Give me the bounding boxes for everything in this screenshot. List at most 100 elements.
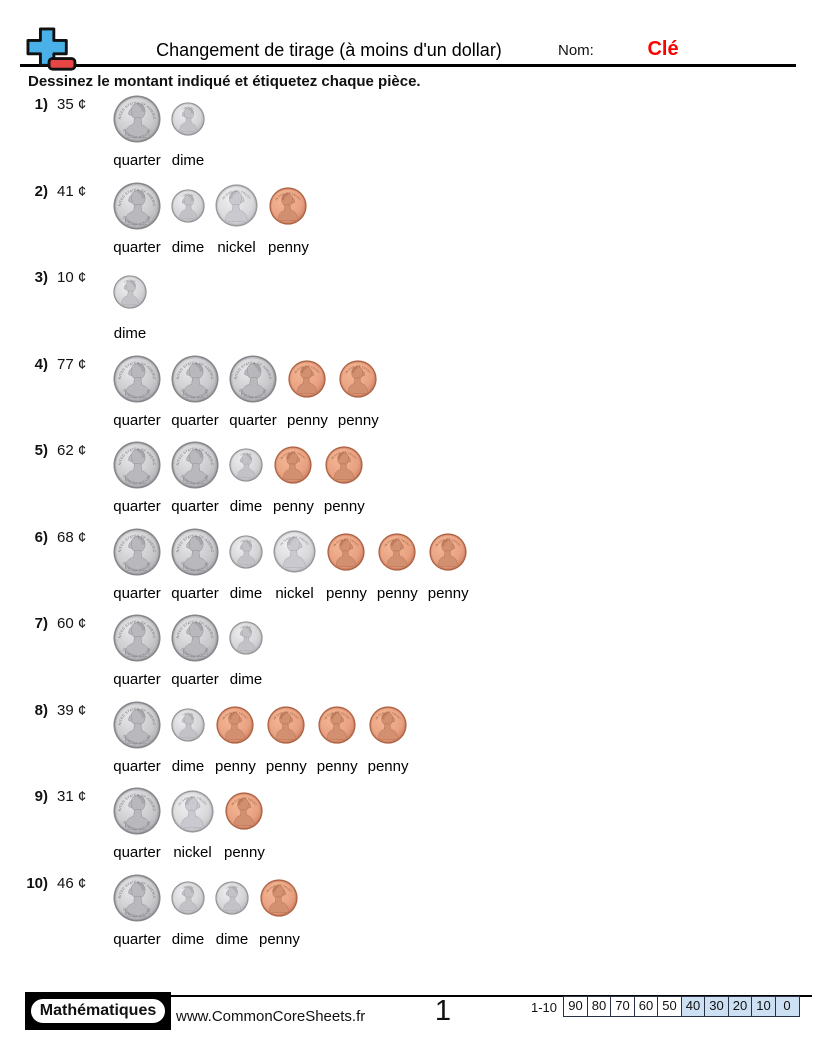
coin-cell: LIBERTY dime bbox=[171, 180, 205, 258]
coin-cell: IN GOD WE TRUST nickel bbox=[215, 180, 258, 258]
problem-row: 3) 10 ¢ LIBERTY dime bbox=[18, 266, 816, 344]
coin-penny-icon: IN GOD WE TRUST bbox=[288, 359, 327, 398]
coin-group: UNITED STATES OF AMERICAQUARTER DOLLAR qu… bbox=[113, 180, 309, 258]
problem-number: 4) bbox=[34, 355, 48, 373]
coin-image: IN GOD WE TRUST bbox=[339, 353, 377, 405]
coin-image: LIBERTY bbox=[171, 872, 205, 924]
coin-cell: LIBERTY dime bbox=[229, 439, 263, 517]
problem-head: 8) 39 ¢ bbox=[18, 699, 113, 719]
coin-label: quarter bbox=[229, 411, 277, 429]
score-cell: 0 bbox=[774, 996, 800, 1017]
problem-number: 5) bbox=[34, 442, 48, 459]
svg-text:LIBERTY: LIBERTY bbox=[240, 452, 253, 456]
coin-label: nickel bbox=[275, 584, 314, 602]
coin-cell: UNITED STATES OF AMERICAQUARTER DOLLAR qu… bbox=[113, 93, 161, 171]
amount-label: 60 ¢ bbox=[57, 615, 87, 632]
coin-image: IN GOD WE TRUST bbox=[327, 526, 366, 578]
coin-penny-icon: IN GOD WE TRUST bbox=[274, 446, 313, 484]
coin-dime-icon: LIBERTY bbox=[229, 621, 263, 655]
instructions-text: Dessinez le montant indiqué et étiquetez… bbox=[28, 73, 421, 90]
coin-image: LIBERTY bbox=[229, 526, 263, 578]
coin-label: quarter bbox=[113, 584, 161, 602]
footer-divider bbox=[25, 995, 812, 997]
coin-cell: LIBERTY dime bbox=[229, 612, 263, 690]
coin-nickel-icon: IN GOD WE TRUST bbox=[171, 789, 214, 833]
coin-cell: LIBERTY dime bbox=[215, 872, 249, 950]
coin-cell: LIBERTY dime bbox=[229, 526, 263, 604]
coin-image: UNITED STATES OF AMERICAQUARTER DOLLAR bbox=[113, 699, 161, 751]
coin-quarter-icon: UNITED STATES OF AMERICAQUARTER DOLLAR bbox=[171, 614, 219, 662]
coin-cell: IN GOD WE TRUST penny bbox=[215, 699, 256, 777]
coin-dime-icon: LIBERTY bbox=[215, 880, 249, 915]
coin-label: nickel bbox=[173, 844, 212, 861]
score-cell: 90 bbox=[563, 996, 588, 1017]
problem-row: 9) 31 ¢ UNITED STATES OF AMERICAQUARTER … bbox=[18, 785, 816, 863]
problem-head: 5) 62 ¢ bbox=[18, 439, 113, 459]
coin-label: dime bbox=[171, 930, 205, 948]
coin-label: penny bbox=[287, 411, 328, 429]
problem-number: 9) bbox=[34, 788, 48, 805]
coin-penny-icon: IN GOD WE TRUST bbox=[318, 705, 356, 744]
coin-penny-icon: IN GOD WE TRUST bbox=[378, 532, 416, 571]
coin-label: quarter bbox=[171, 671, 219, 688]
coin-image: UNITED STATES OF AMERICAQUARTER DOLLAR bbox=[113, 180, 161, 232]
coin-group: UNITED STATES OF AMERICAQUARTER DOLLAR qu… bbox=[113, 872, 300, 950]
coin-image: IN GOD WE TRUST bbox=[267, 699, 305, 751]
problem-number: 1) bbox=[34, 96, 48, 113]
amount-label: 68 ¢ bbox=[57, 528, 87, 546]
coin-quarter-icon: UNITED STATES OF AMERICAQUARTER DOLLAR bbox=[113, 701, 161, 749]
coin-image: IN GOD WE TRUST bbox=[369, 699, 407, 751]
svg-text:LIBERTY: LIBERTY bbox=[182, 106, 195, 110]
coin-label: quarter bbox=[171, 498, 219, 515]
coin-nickel-icon: IN GOD WE TRUST bbox=[215, 184, 258, 227]
amount-label: 39 ¢ bbox=[57, 701, 87, 719]
coin-penny-icon: IN GOD WE TRUST bbox=[260, 878, 299, 917]
coin-quarter-icon: UNITED STATES OF AMERICAQUARTER DOLLAR bbox=[113, 441, 161, 489]
problem-head: 9) 31 ¢ bbox=[18, 785, 113, 805]
coin-penny-icon: IN GOD WE TRUST bbox=[225, 792, 264, 830]
coin-quarter-icon: UNITED STATES OF AMERICAQUARTER DOLLAR bbox=[113, 614, 161, 662]
amount-label: 31 ¢ bbox=[57, 788, 87, 805]
score-cell: 30 bbox=[704, 996, 729, 1017]
coin-dime-icon: LIBERTY bbox=[229, 448, 263, 482]
coin-label: quarter bbox=[171, 411, 219, 429]
coin-label: penny bbox=[376, 584, 418, 602]
coin-image: UNITED STATES OF AMERICAQUARTER DOLLAR bbox=[113, 612, 161, 664]
coin-cell: LIBERTY dime bbox=[171, 93, 205, 171]
coin-cell: UNITED STATES OF AMERICAQUARTER DOLLAR qu… bbox=[229, 353, 277, 431]
coin-label: penny bbox=[316, 757, 358, 775]
problem-row: 6) 68 ¢ UNITED STATES OF AMERICAQUARTER … bbox=[18, 526, 816, 604]
coin-image: IN GOD WE TRUST bbox=[429, 526, 467, 578]
coin-image: UNITED STATES OF AMERICAQUARTER DOLLAR bbox=[171, 526, 219, 578]
score-cell: 10 bbox=[751, 996, 776, 1017]
problem-row: 4) 77 ¢ UNITED STATES OF AMERICAQUARTER … bbox=[18, 353, 816, 431]
worksheet-title: Changement de tirage (à moins d'un dolla… bbox=[156, 40, 502, 60]
coin-group: UNITED STATES OF AMERICAQUARTER DOLLAR qu… bbox=[113, 699, 409, 777]
coin-image: LIBERTY bbox=[215, 872, 249, 924]
coin-image: IN GOD WE TRUST bbox=[325, 439, 363, 491]
coin-image: IN GOD WE TRUST bbox=[273, 526, 316, 578]
svg-text:LIBERTY: LIBERTY bbox=[240, 625, 253, 629]
coin-cell: UNITED STATES OF AMERICAQUARTER DOLLAR qu… bbox=[171, 353, 219, 431]
coin-cell: IN GOD WE TRUST penny bbox=[259, 872, 300, 950]
coin-cell: IN GOD WE TRUST penny bbox=[324, 439, 365, 517]
score-cell: 20 bbox=[727, 996, 753, 1017]
name-label: Nom: bbox=[558, 42, 594, 59]
amount-label: 46 ¢ bbox=[57, 874, 87, 892]
score-cell: 60 bbox=[633, 996, 659, 1017]
score-cell: 80 bbox=[586, 996, 612, 1017]
brand-label: Mathématiques bbox=[28, 997, 168, 1025]
coin-group: UNITED STATES OF AMERICAQUARTER DOLLAR qu… bbox=[113, 439, 365, 517]
problem-head: 6) 68 ¢ bbox=[18, 526, 113, 546]
coin-image: UNITED STATES OF AMERICAQUARTER DOLLAR bbox=[113, 785, 161, 837]
coin-dime-icon: LIBERTY bbox=[171, 188, 205, 223]
brand-badge: Mathématiques bbox=[25, 992, 171, 1030]
score-cell: 70 bbox=[610, 996, 635, 1017]
coin-cell: UNITED STATES OF AMERICAQUARTER DOLLAR qu… bbox=[171, 612, 219, 690]
coin-label: dime bbox=[229, 671, 263, 688]
coin-label: quarter bbox=[113, 152, 161, 169]
coin-label: penny bbox=[337, 411, 379, 429]
coin-quarter-icon: UNITED STATES OF AMERICAQUARTER DOLLAR bbox=[113, 182, 161, 230]
coin-cell: LIBERTY dime bbox=[171, 699, 205, 777]
coin-quarter-icon: UNITED STATES OF AMERICAQUARTER DOLLAR bbox=[171, 355, 219, 403]
